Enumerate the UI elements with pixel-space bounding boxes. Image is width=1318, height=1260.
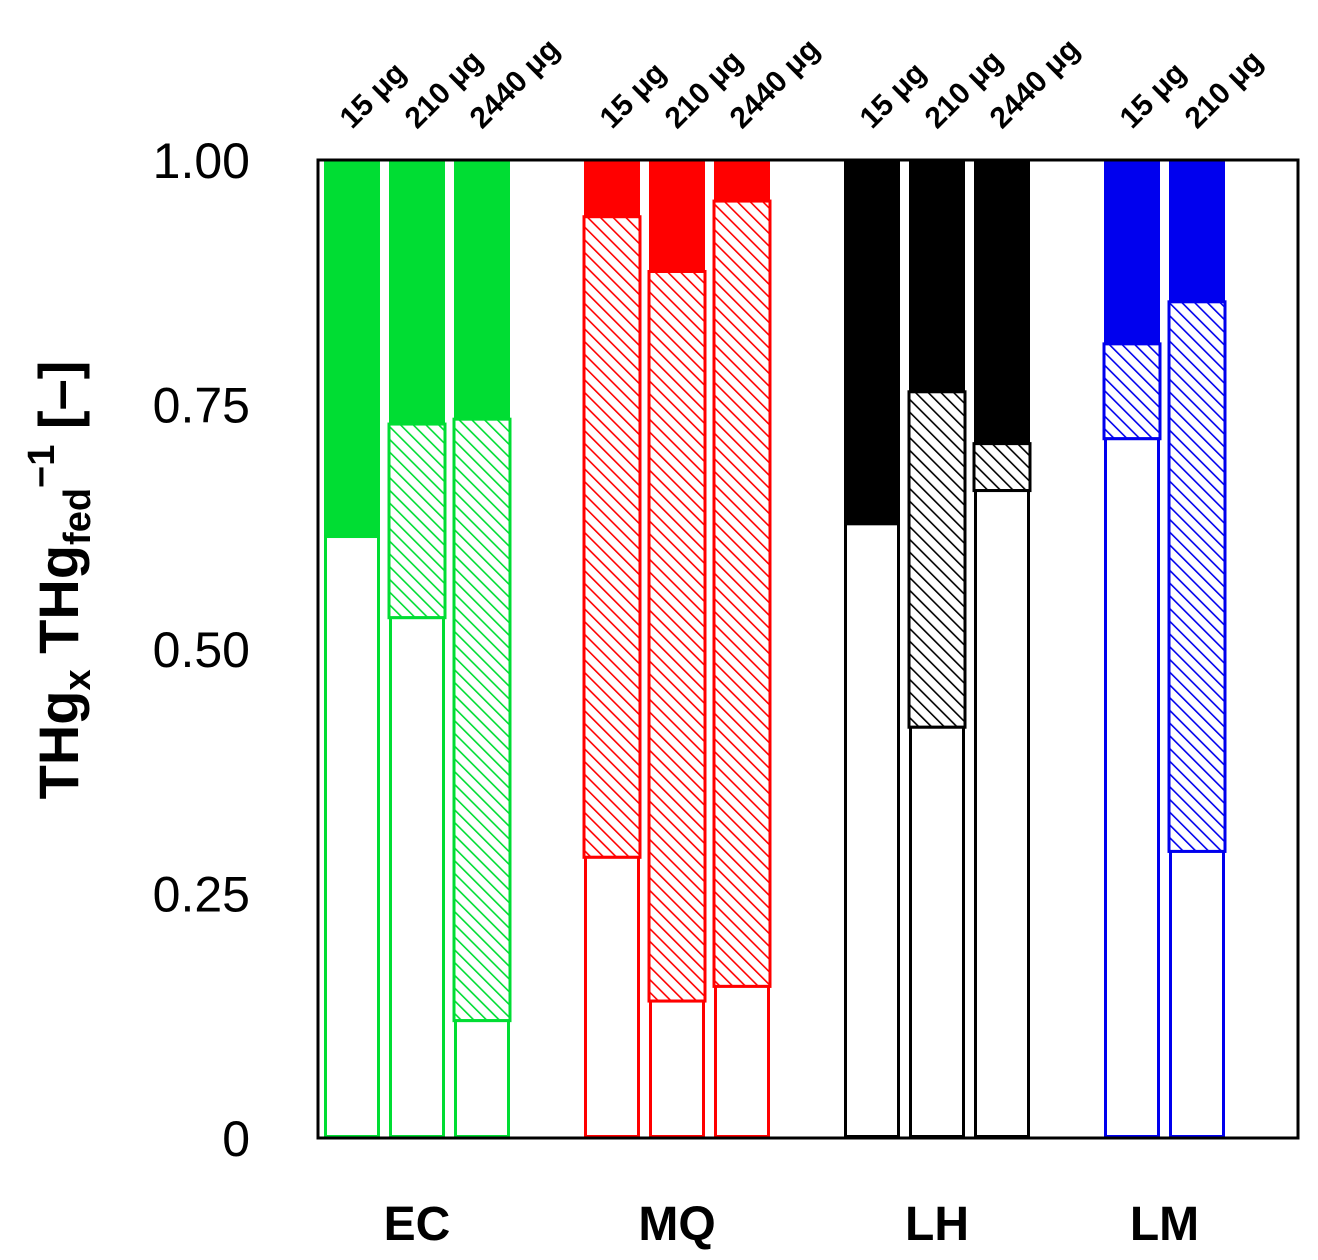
bar-hatched-segment [712, 199, 772, 988]
bar-open-segment [909, 725, 965, 1138]
bar-open-segment [584, 855, 640, 1139]
y-tick-label: 0.75 [153, 378, 250, 434]
group-label-lh: LH [905, 1198, 969, 1251]
bar-lh-1 [907, 160, 967, 1138]
bar-label: 15 μg [1114, 56, 1193, 135]
y-tick-label: 0.50 [153, 622, 250, 678]
ylabel-middle: THg [27, 545, 90, 669]
bar-label: 2440 μg [464, 33, 566, 135]
bar-lm-0 [1102, 160, 1162, 1139]
bar-solid-segment [324, 160, 380, 537]
bar-solid-segment [584, 160, 640, 217]
bar-open-segment [454, 1019, 510, 1139]
y-tick-label: 1.00 [153, 133, 250, 189]
y-axis-ticks: 0 0.25 0.50 0.75 1.00 [153, 133, 250, 1167]
bar-mq-1 [647, 160, 707, 1139]
bar-open-segment [649, 999, 705, 1139]
bar-label: 2440 μg [724, 33, 826, 135]
group-labels: EC MQ LH LM [384, 1198, 1200, 1251]
bar-solid-segment [454, 160, 510, 420]
bar-hatched-segment [582, 215, 642, 859]
bar-ec-2 [452, 160, 512, 1139]
ylabel-unit: [–] [27, 361, 90, 445]
bar-solid-segment [974, 160, 1030, 444]
bar-solid-segment [1169, 160, 1225, 302]
bar-label: 210 μg [1179, 44, 1270, 135]
bar-mq-2 [712, 160, 772, 1138]
bar-solid-segment [389, 160, 445, 425]
ylabel-sub-fed: fed [57, 488, 99, 545]
ylabel-sub-x: x [57, 669, 99, 690]
group-label-mq: MQ [638, 1198, 715, 1251]
bar-lh-0 [844, 160, 900, 1138]
bars-layer [324, 160, 1227, 1139]
bar-solid-segment [909, 160, 965, 392]
bar-hatched-segment [1167, 300, 1227, 853]
y-tick-label: 0 [222, 1111, 250, 1167]
ylabel-sup: −1 [21, 445, 63, 488]
bar-hatched-segment [387, 422, 447, 620]
y-tick-label: 0.25 [153, 867, 250, 923]
bar-open-segment [1104, 437, 1160, 1139]
bar-mq-0 [582, 160, 642, 1139]
bar-open-segment [974, 489, 1030, 1138]
bar-lh-2 [972, 160, 1032, 1138]
bar-hatched-segment [907, 390, 967, 729]
bar-ec-1 [387, 160, 447, 1138]
bar-open-segment [714, 984, 770, 1138]
y-axis-label: THgx THgfed−1 [–] [21, 361, 99, 800]
bar-open-segment [324, 535, 380, 1138]
plot-frame [316, 158, 1300, 1140]
group-label-ec: EC [384, 1198, 451, 1251]
bar-open-segment [1169, 849, 1225, 1138]
bar-solid-segment [714, 160, 770, 202]
bar-hatched-segment [452, 417, 512, 1023]
bar-label: 2440 μg [984, 33, 1086, 135]
bar-solid-segment [649, 160, 705, 272]
bar-hatched-segment [1102, 342, 1162, 441]
group-label-lm: LM [1130, 1198, 1199, 1251]
bar-hatched-segment [972, 442, 1032, 493]
bar-solid-segment [844, 160, 900, 524]
bar-open-segment [389, 616, 445, 1138]
bar-hatched-segment [647, 269, 707, 1003]
bar-label: 15 μg [334, 56, 413, 135]
bar-label: 15 μg [854, 56, 933, 135]
bar-label: 15 μg [594, 56, 673, 135]
ylabel-main: THg [27, 691, 90, 800]
bar-solid-segment [1104, 160, 1160, 344]
bar-lm-1 [1167, 160, 1227, 1138]
bar-ec-0 [324, 160, 380, 1138]
bar-open-segment [844, 522, 900, 1138]
